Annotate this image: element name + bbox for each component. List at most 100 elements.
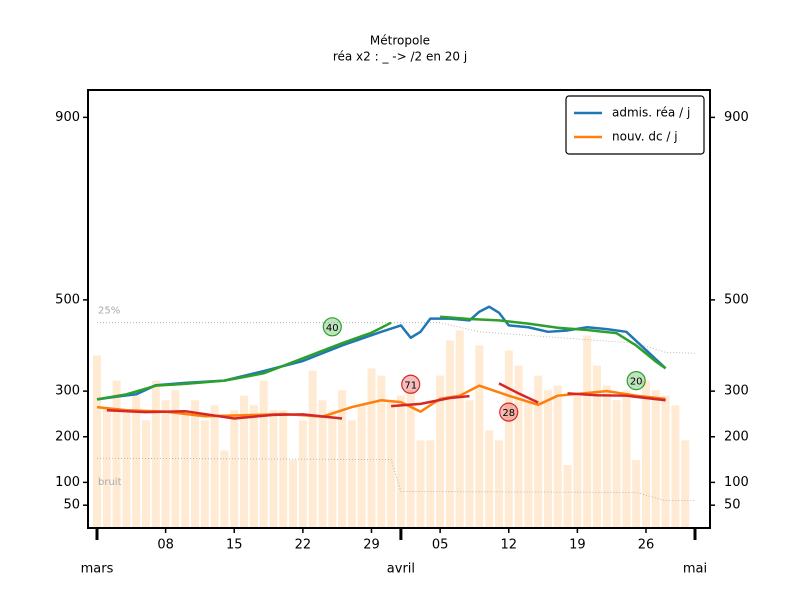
bar bbox=[553, 385, 562, 528]
bar bbox=[661, 395, 670, 528]
x-tick-label: 29 bbox=[363, 538, 380, 553]
annotation-badge bbox=[401, 374, 421, 394]
annotation-badge bbox=[499, 402, 519, 422]
bar bbox=[671, 405, 680, 528]
y-tick-label: 50 bbox=[63, 498, 80, 513]
bar bbox=[651, 390, 660, 528]
bar bbox=[151, 380, 160, 528]
bar bbox=[112, 380, 121, 528]
bar bbox=[602, 385, 611, 528]
annotation-text: 40 bbox=[326, 323, 339, 334]
x-tick-label: 15 bbox=[226, 538, 243, 553]
bar bbox=[377, 375, 386, 528]
annotation-text: 71 bbox=[404, 380, 417, 391]
bar bbox=[524, 400, 533, 528]
bar bbox=[455, 330, 464, 528]
annotation-text: 28 bbox=[502, 408, 515, 419]
bar bbox=[338, 390, 347, 528]
bar bbox=[308, 370, 317, 528]
x-tick-label: 05 bbox=[432, 538, 449, 553]
bar bbox=[563, 465, 572, 528]
plot-frame bbox=[87, 89, 711, 529]
bar bbox=[583, 335, 592, 528]
bar bbox=[191, 400, 200, 528]
bar bbox=[230, 410, 239, 528]
bar bbox=[534, 375, 543, 528]
bar bbox=[249, 405, 258, 528]
annotation-badge bbox=[322, 317, 342, 337]
y-tick-label: 100 bbox=[55, 475, 80, 490]
bar bbox=[387, 400, 396, 528]
bar bbox=[543, 390, 552, 528]
x-tick-label: 12 bbox=[500, 538, 517, 553]
bar bbox=[210, 405, 219, 528]
y2-tick-label: 300 bbox=[724, 384, 749, 399]
x-tick-label: 08 bbox=[157, 538, 174, 553]
y-tick-label: 500 bbox=[55, 292, 80, 307]
chart-title: Métropole bbox=[370, 34, 430, 48]
bar bbox=[622, 390, 631, 528]
bar bbox=[612, 400, 621, 528]
x-tick-label: 26 bbox=[638, 538, 655, 553]
legend-label: admis. réa / j bbox=[612, 106, 690, 120]
bar bbox=[573, 395, 582, 528]
bar bbox=[318, 400, 327, 528]
bar bbox=[122, 410, 131, 528]
bar bbox=[475, 345, 484, 528]
reference-label: 25% bbox=[98, 306, 120, 317]
bar bbox=[171, 390, 180, 528]
bar bbox=[357, 405, 366, 528]
bar bbox=[485, 430, 494, 528]
bar bbox=[445, 340, 454, 528]
bar bbox=[641, 380, 650, 528]
bar bbox=[681, 440, 690, 528]
line bbox=[96, 315, 667, 401]
bar bbox=[269, 410, 278, 528]
bar bbox=[181, 415, 190, 528]
bar bbox=[259, 380, 268, 528]
bar bbox=[279, 410, 288, 528]
annotation-badge bbox=[626, 371, 646, 391]
bar bbox=[328, 410, 337, 528]
bar bbox=[289, 460, 298, 528]
bar bbox=[632, 460, 641, 528]
bar bbox=[406, 390, 415, 528]
x-tick-label: 19 bbox=[569, 538, 586, 553]
reference-line bbox=[97, 322, 696, 354]
bar bbox=[132, 395, 141, 528]
bar bbox=[592, 365, 601, 528]
line bbox=[106, 382, 666, 420]
bar bbox=[367, 368, 376, 528]
bar bbox=[240, 395, 249, 528]
bar bbox=[465, 400, 474, 528]
bar bbox=[436, 375, 445, 528]
x-tick-label: 22 bbox=[295, 538, 312, 553]
reference-label: bruit bbox=[98, 477, 122, 488]
legend-box bbox=[565, 95, 705, 155]
y-tick-label: 300 bbox=[55, 384, 80, 399]
bar bbox=[220, 450, 229, 528]
bar bbox=[200, 420, 209, 528]
y2-tick-label: 900 bbox=[724, 110, 749, 125]
bar bbox=[426, 440, 435, 528]
annotation-text: 20 bbox=[630, 377, 643, 388]
bar bbox=[504, 350, 513, 528]
bar bbox=[347, 420, 356, 528]
y-tick-label: 900 bbox=[55, 110, 80, 125]
chart-subtitle: réa x2 : _ -> /2 en 20 j bbox=[333, 50, 467, 64]
bar bbox=[416, 440, 425, 528]
y2-tick-label: 200 bbox=[724, 429, 749, 444]
legend-label: nouv. dc / j bbox=[612, 130, 678, 144]
month-label: mars bbox=[81, 562, 114, 577]
y2-tick-label: 50 bbox=[724, 498, 741, 513]
month-label: mai bbox=[683, 562, 707, 577]
month-label: avril bbox=[387, 562, 415, 577]
bar bbox=[142, 420, 151, 528]
bar bbox=[396, 395, 405, 528]
bar bbox=[298, 420, 307, 528]
bar bbox=[514, 365, 523, 528]
y-tick-label: 200 bbox=[55, 429, 80, 444]
bar bbox=[161, 400, 170, 528]
y2-tick-label: 500 bbox=[724, 292, 749, 307]
